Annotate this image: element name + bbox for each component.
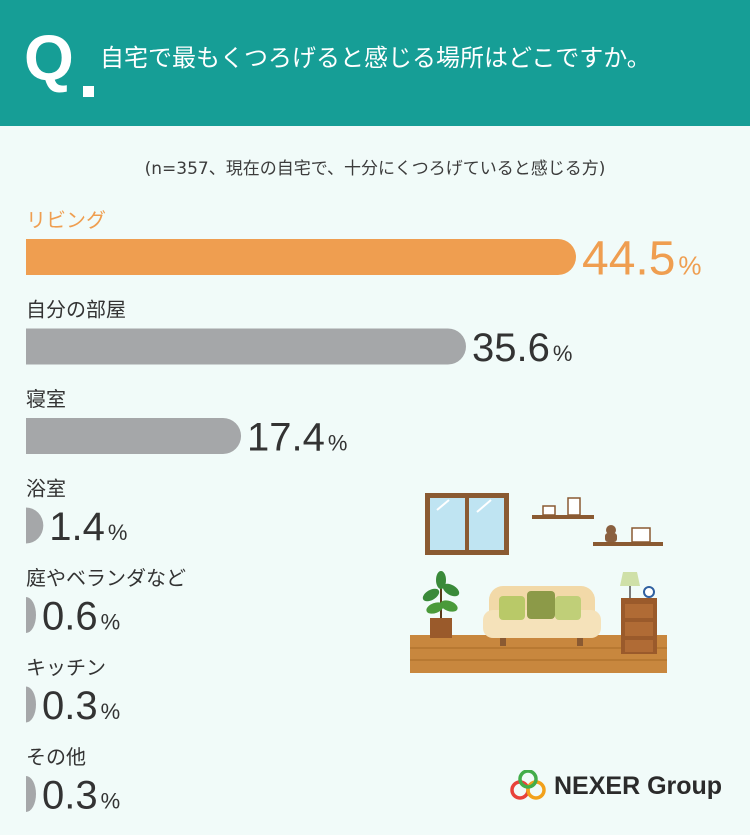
category-label: 自分の部屋 <box>26 298 126 322</box>
bar <box>26 328 466 365</box>
category-label: 庭やベランダなど <box>26 566 186 590</box>
bar <box>26 597 36 633</box>
category-label: その他 <box>26 745 86 769</box>
question-mark-dot <box>83 86 94 97</box>
sample-note: (n=357、現在の自宅で、十分にくつろげていると感じる方) <box>144 159 606 179</box>
category-label: キッチン <box>26 656 106 680</box>
bar <box>26 776 36 812</box>
category-label: 寝室 <box>26 387 66 411</box>
bar <box>26 507 44 544</box>
header-banner: Q 自宅で最もくつろげると感じる場所はどこですか。 <box>0 0 750 126</box>
living-room-illustration <box>410 493 667 673</box>
brand-logo: NEXER Group <box>508 770 722 802</box>
value-label: 44.5% <box>582 232 702 285</box>
value-label: 1.4% <box>49 505 127 549</box>
bar <box>26 239 576 275</box>
nexer-logo-icon <box>510 770 546 800</box>
value-label: 35.6% <box>472 326 572 370</box>
category-label: リビング <box>26 208 106 232</box>
value-label: 17.4% <box>247 415 347 459</box>
question-title: 自宅で最もくつろげると感じる場所はどこですか。 <box>100 44 651 72</box>
category-label: 浴室 <box>26 477 66 501</box>
value-label: 0.3% <box>42 773 120 817</box>
value-label: 0.3% <box>42 684 120 728</box>
question-mark-letter: Q <box>24 22 74 94</box>
bar <box>26 686 36 723</box>
value-label: 0.6% <box>42 594 120 638</box>
brand-name: NEXER Group <box>554 771 723 800</box>
bar <box>26 418 242 455</box>
